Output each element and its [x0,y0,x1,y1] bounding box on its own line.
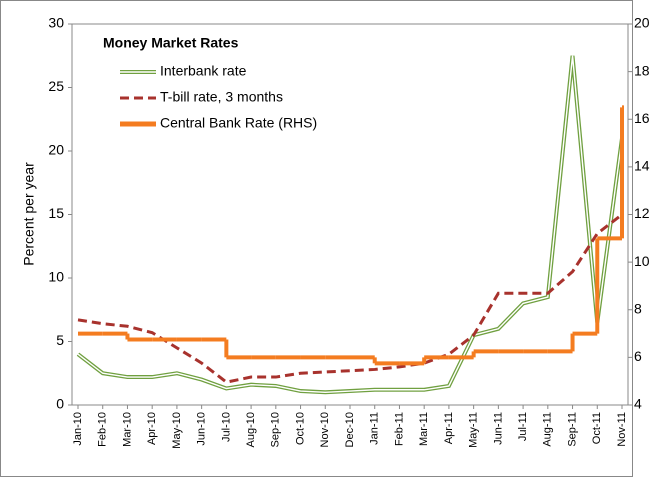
series-line-inner [77,55,623,394]
y2-tick-label: 16 [634,110,650,126]
plot-area [71,23,629,406]
y-tick-label: 15 [48,205,64,221]
x-tick-label: Dec-10 [344,412,356,447]
legend-label: Central Bank Rate (RHS) [160,115,317,131]
y2-tick-label: 12 [634,205,650,221]
x-tick-label: Apr-10 [146,412,158,445]
y-tick-label: 10 [48,269,64,285]
x-tick-label: Jul-10 [220,412,232,442]
x-tick-label: May-11 [468,412,480,448]
legend-label: T-bill rate, 3 months [160,89,283,105]
series-line [76,55,624,395]
x-tick-label: Apr-11 [443,412,455,444]
y-tick-label: 25 [48,78,64,94]
x-tick-label: Sep-11 [566,412,578,447]
x-tick-label: Aug-10 [245,412,257,447]
x-tick-label: Jun-11 [492,412,504,445]
x-tick-label: Mar-11 [418,412,430,446]
x-tick-label: Jan-10 [72,412,84,446]
x-tick-label: Jul-11 [517,412,529,441]
x-tick-label: Mar-10 [121,412,133,447]
y2-tick-label: 20 [634,15,650,31]
y-tick-label: 0 [56,396,64,412]
y2-tick-label: 4 [634,396,642,412]
x-tick-label: Jun-10 [196,412,208,446]
x-tick-label: Aug-11 [542,412,554,447]
y2-tick-label: 10 [634,253,650,269]
y2-tick-label: 14 [634,158,650,174]
x-tick-label: Oct-11 [591,412,603,444]
x-tick-label: Jan-11 [369,412,381,445]
x-tick-label: Oct-10 [294,412,306,445]
x-tick-label: May-10 [171,412,183,449]
chart-title: Money Market Rates [103,35,239,51]
y-tick-label: 30 [48,15,64,31]
x-tick-label: Nov-10 [319,412,331,447]
x-tick-label: Feb-11 [393,412,405,446]
y-tick-label: 20 [48,142,64,158]
legend-label: Interbank rate [160,63,247,79]
x-tick-label: Sep-10 [270,412,282,447]
y2-tick-label: 6 [634,348,642,364]
x-tick-label: Feb-10 [97,412,109,447]
y2-tick-label: 18 [634,62,650,78]
y-tick-label: 5 [56,332,64,348]
y-axis-label: Percent per year [21,162,37,266]
x-tick-label: Nov-11 [616,412,628,447]
y2-tick-label: 8 [634,300,642,316]
